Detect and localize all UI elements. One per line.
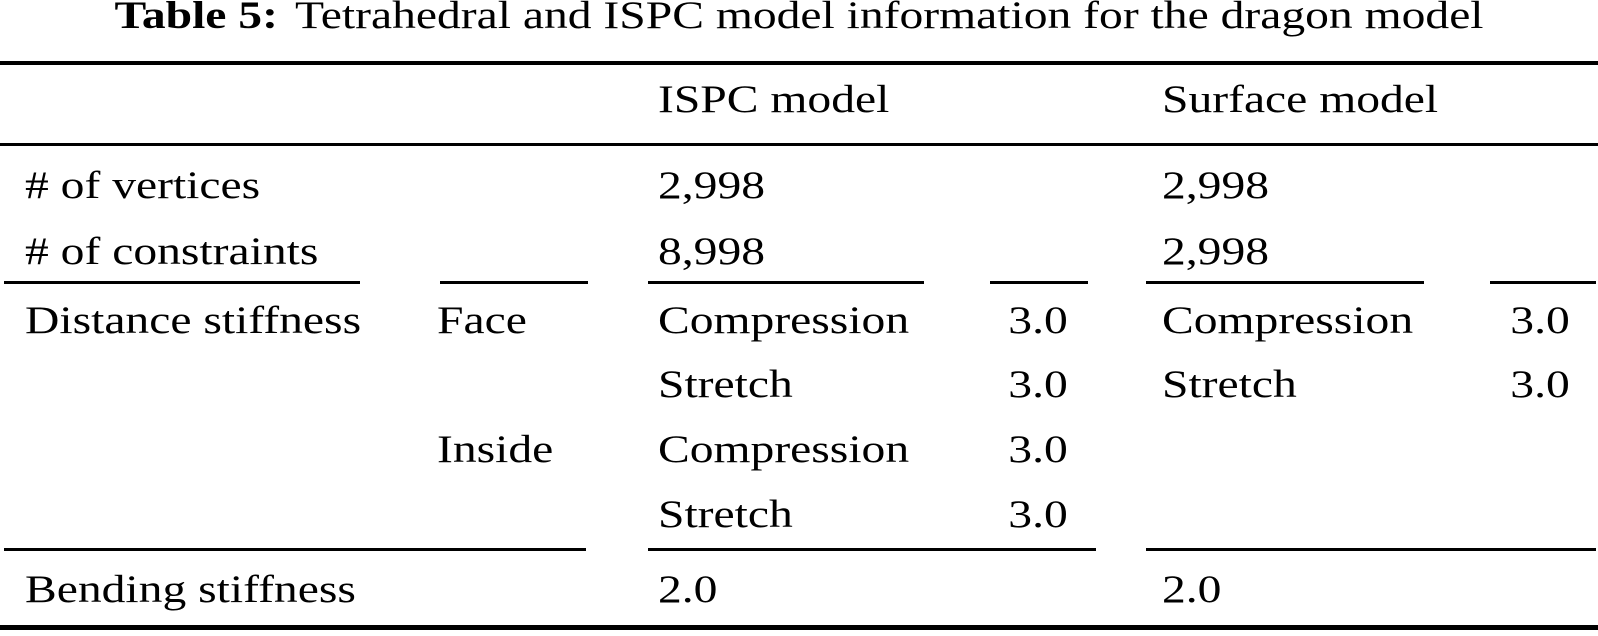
cell-inside-stretch-ispc-type: Stretch bbox=[658, 493, 793, 536]
cell-face-stretch-ispc-type: Stretch bbox=[658, 363, 793, 406]
cell-inside-compression-ispc-value: 3.0 bbox=[1008, 428, 1068, 471]
cell-face-stretch-surface-value: 3.0 bbox=[1510, 363, 1570, 406]
caption-text: Tetrahedral and ISPC model information f… bbox=[295, 0, 1484, 37]
cell-face-compression-surface-type: Compression bbox=[1162, 299, 1414, 342]
caption-label: Table 5: bbox=[114, 0, 278, 37]
cell-face-compression-surface-value: 3.0 bbox=[1510, 299, 1570, 342]
cell-face-stretch-surface-type: Stretch bbox=[1162, 363, 1297, 406]
col-header-ispc-model: ISPC model bbox=[658, 78, 890, 121]
cell-vertices-surface: 2,998 bbox=[1162, 164, 1270, 207]
cmidrule-col3 bbox=[648, 281, 924, 284]
top-rule bbox=[0, 61, 1598, 65]
row-label-vertices: # of vertices bbox=[25, 164, 261, 207]
cmidrule-col5 bbox=[1146, 281, 1424, 284]
cmidrule-col2 bbox=[440, 281, 588, 284]
cell-face-compression-ispc-type: Compression bbox=[658, 299, 910, 342]
table-caption: Table 5: Tetrahedral and ISPC model infor… bbox=[0, 0, 1598, 38]
cell-inside-compression-ispc-type: Compression bbox=[658, 428, 910, 471]
midrule-surface-group bbox=[1146, 548, 1596, 551]
row-label-bending-stiffness: Bending stiffness bbox=[25, 568, 356, 611]
row-label-distance-stiffness: Distance stiffness bbox=[25, 299, 362, 342]
cell-bending-surface: 2.0 bbox=[1162, 568, 1222, 611]
row-label-constraints: # of constraints bbox=[25, 230, 319, 273]
sublabel-inside: Inside bbox=[437, 428, 554, 471]
cmidrule-col1 bbox=[4, 281, 360, 284]
bottom-rule bbox=[0, 625, 1598, 630]
cell-constraints-surface: 2,998 bbox=[1162, 230, 1270, 273]
header-rule bbox=[0, 143, 1598, 146]
cell-constraints-ispc: 8,998 bbox=[658, 230, 766, 273]
sublabel-face: Face bbox=[437, 299, 527, 342]
col-header-surface-model: Surface model bbox=[1162, 78, 1439, 121]
cmidrule-col6 bbox=[1490, 281, 1596, 284]
cell-bending-ispc: 2.0 bbox=[658, 568, 718, 611]
midrule-ispc-group bbox=[648, 548, 1096, 551]
cell-face-stretch-ispc-value: 3.0 bbox=[1008, 363, 1068, 406]
cell-vertices-ispc: 2,998 bbox=[658, 164, 766, 207]
cell-inside-stretch-ispc-value: 3.0 bbox=[1008, 493, 1068, 536]
cell-face-compression-ispc-value: 3.0 bbox=[1008, 299, 1068, 342]
cmidrule-col4 bbox=[990, 281, 1088, 284]
midrule-left-group bbox=[4, 548, 586, 551]
